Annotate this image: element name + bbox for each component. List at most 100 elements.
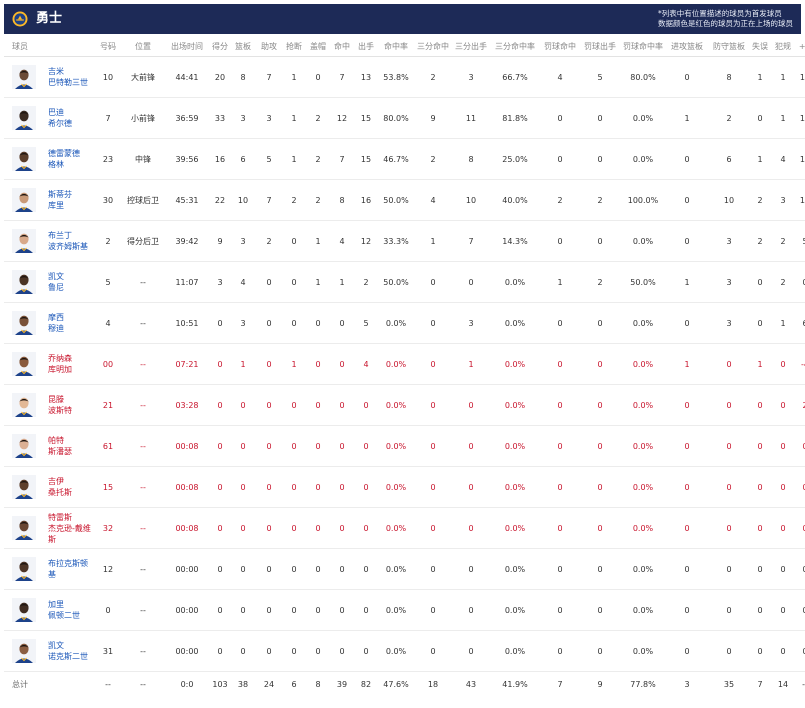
stat-cell: 1 xyxy=(452,343,490,385)
player-name-link[interactable]: 帕特 斯潘瑟 xyxy=(48,435,72,457)
stat-cell: 0 xyxy=(750,548,770,590)
stat-cell: 大前锋 xyxy=(122,56,164,98)
stat-cell: 3 xyxy=(770,179,796,221)
player-row: 凯文 鲁尼 5 -- 11:07 3 4 0 0 1 1 2 50.0% 0 0 0.0% 1 2 50.0% 1 3 0… xyxy=(4,261,805,303)
stat-cell: 0 xyxy=(256,507,282,549)
stat-cell: 15 xyxy=(354,97,378,139)
player-name-line2: 库明加 xyxy=(48,365,72,374)
player-name-link[interactable]: 凯文 诺克斯二世 xyxy=(48,640,88,662)
stat-cell: 0 xyxy=(708,589,750,631)
column-header: 命中率 xyxy=(378,36,414,57)
player-cell: 特雷斯 杰克逊-戴维斯 xyxy=(4,507,94,549)
player-name-link[interactable]: 加里 佩顿二世 xyxy=(48,599,80,621)
stat-cell: 0 xyxy=(540,343,580,385)
stat-cell: 2 xyxy=(94,220,122,262)
player-name-line1: 布拉克斯顿 xyxy=(48,559,88,568)
stat-cell: 0 xyxy=(306,589,330,631)
stat-cell: 2 xyxy=(796,384,805,426)
stat-cell: 1 xyxy=(282,138,306,180)
player-avatar xyxy=(12,393,36,417)
player-name-link[interactable]: 吉米 巴特勒三世 xyxy=(48,66,88,88)
note-starters: *列表中有位置描述的球员为首发球员 xyxy=(658,9,782,18)
stat-cell: 1 xyxy=(666,97,708,139)
player-name-link[interactable]: 布拉克斯顿基 xyxy=(48,558,88,580)
stat-cell: 1 xyxy=(770,97,796,139)
totals-row: 总计 -- -- 0:0 103 38 24 6 8 39 82 47.6% 18 43 41.9% 7 9 77… xyxy=(4,672,805,697)
player-name-line2: 波斯特 xyxy=(48,406,72,415)
stat-cell: -- xyxy=(122,384,164,426)
stat-cell: 0 xyxy=(414,302,452,344)
stat-cell: 50.0% xyxy=(378,261,414,303)
stat-cell: 0 xyxy=(94,589,122,631)
stat-cell: 5 xyxy=(354,302,378,344)
stat-cell: 8 xyxy=(230,56,256,98)
player-name-link[interactable]: 摩西 穆迪 xyxy=(48,312,64,334)
stat-cell: 1 xyxy=(282,56,306,98)
stat-cell: 25.0% xyxy=(490,138,540,180)
stat-cell: 1 xyxy=(750,343,770,385)
stat-cell: 10 xyxy=(796,56,805,98)
stat-cell: 0.0% xyxy=(620,630,666,672)
player-name-link[interactable]: 斯蒂芬 库里 xyxy=(48,189,72,211)
stat-cell: 00:08 xyxy=(164,507,210,549)
stat-cell: 0 xyxy=(750,97,770,139)
totals-cell: 39 xyxy=(336,679,348,689)
stat-cell: 44:41 xyxy=(164,56,210,98)
player-name-link[interactable]: 德雷蒙德 格林 xyxy=(48,148,80,170)
stat-cell: 0 xyxy=(452,507,490,549)
stat-cell: 0 xyxy=(306,425,330,467)
stat-cell: -- xyxy=(122,589,164,631)
player-row: 帕特 斯潘瑟 61 -- 00:08 0 0 0 0 0 0 0 0.0% 0 0 0.0% 0 0 0.0% 0 0 0… xyxy=(4,425,805,467)
team-header: 勇士 *列表中有位置描述的球员为首发球员 数据颜色是红色的球员为正在上场的球员 xyxy=(4,4,801,34)
player-name-link[interactable]: 乔纳森 库明加 xyxy=(48,353,72,375)
player-name-line2: 巴特勒三世 xyxy=(48,78,88,87)
column-header: 失误 xyxy=(750,36,770,57)
stat-cell: 0 xyxy=(580,138,620,180)
player-name-link[interactable]: 特雷斯 杰克逊-戴维斯 xyxy=(48,512,94,545)
stat-cell: 0 xyxy=(230,548,256,590)
stat-cell: 0 xyxy=(414,548,452,590)
stat-cell: 0.0% xyxy=(490,466,540,508)
stat-cell: 4 xyxy=(354,343,378,385)
stat-cell: 03:28 xyxy=(164,384,210,426)
stat-cell: 6 xyxy=(796,302,805,344)
player-name-link[interactable]: 吉伊 桑托斯 xyxy=(48,476,72,498)
stat-cell: 0 xyxy=(708,384,750,426)
stat-cell: 0 xyxy=(452,548,490,590)
stat-cell: 30 xyxy=(94,179,122,221)
stat-cell: 0 xyxy=(354,589,378,631)
stat-cell: 0 xyxy=(210,548,230,590)
stat-cell: 6 xyxy=(708,138,750,180)
stat-cell: 0 xyxy=(230,589,256,631)
stat-cell: 0 xyxy=(540,589,580,631)
player-name-line2: 桑托斯 xyxy=(48,488,72,497)
stat-cell: 6 xyxy=(230,138,256,180)
stat-cell: 0 xyxy=(282,384,306,426)
player-name-line1: 布兰丁 xyxy=(48,231,72,240)
stat-cell: 10 xyxy=(230,179,256,221)
totals-cell: -- xyxy=(105,679,111,689)
player-name-link[interactable]: 凯文 鲁尼 xyxy=(48,271,64,293)
stat-cell: 0 xyxy=(452,261,490,303)
stat-cell: -- xyxy=(122,630,164,672)
stat-cell: 7 xyxy=(256,56,282,98)
warriors-logo-icon xyxy=(12,11,28,27)
stat-cell: 0 xyxy=(282,466,306,508)
stat-cell: 11:07 xyxy=(164,261,210,303)
stat-cell: 81.8% xyxy=(490,97,540,139)
stat-cell: 0 xyxy=(230,466,256,508)
player-name-line2: 诺克斯二世 xyxy=(48,652,88,661)
column-header: 出手 xyxy=(354,36,378,57)
stat-cell: 0 xyxy=(708,343,750,385)
stat-cell: 3 xyxy=(210,261,230,303)
player-row: 乔纳森 库明加 00 -- 07:21 0 1 0 1 0 0 4 0.0% 0 1 0.0% 0 0 0.0% 1 0… xyxy=(4,343,805,385)
stat-cell: 0.0% xyxy=(490,384,540,426)
totals-cell: -- xyxy=(802,679,805,689)
player-name-link[interactable]: 昆滕 波斯特 xyxy=(48,394,72,416)
stat-cell: 4 xyxy=(330,220,354,262)
player-name-link[interactable]: 巴迪 希尔德 xyxy=(48,107,72,129)
stat-cell: 0 xyxy=(666,179,708,221)
stat-cell: 7 xyxy=(330,138,354,180)
player-avatar xyxy=(12,475,36,499)
player-name-link[interactable]: 布兰丁 波齐姆斯基 xyxy=(48,230,88,252)
